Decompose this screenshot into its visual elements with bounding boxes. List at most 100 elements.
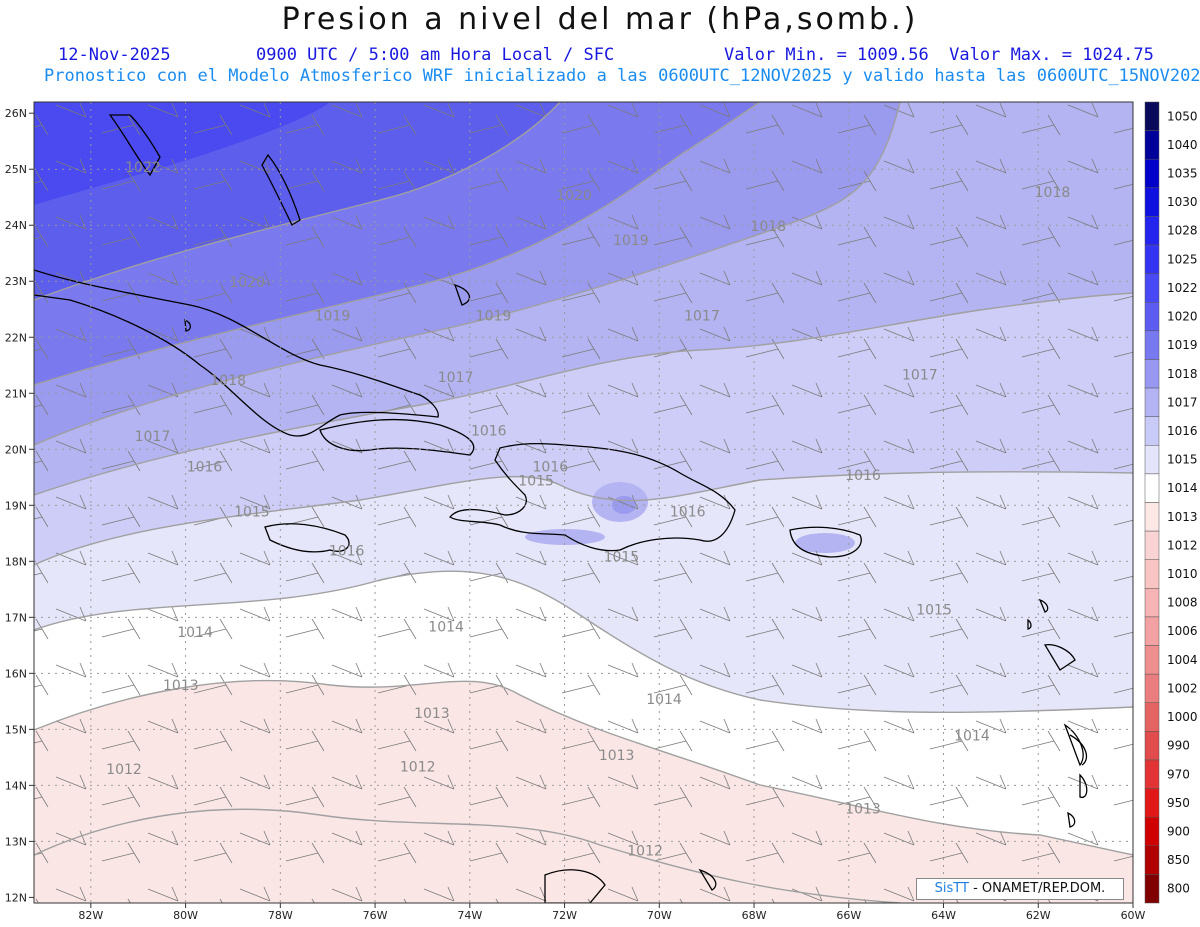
graticule (34, 102, 1133, 903)
colorbar-label-1010: 1010 (1167, 567, 1198, 581)
colorbar-label-1006: 1006 (1167, 624, 1198, 638)
colorbar-label-1030: 1030 (1167, 195, 1198, 209)
lon-label-76W: 76W (363, 909, 388, 922)
lon-label-60W: 60W (1121, 909, 1146, 922)
colorbar-label-1002: 1002 (1167, 681, 1198, 695)
axis-ticks (29, 112, 1134, 908)
colorbar-label-1016: 1016 (1167, 424, 1198, 438)
contour-label: 1017 (135, 429, 171, 445)
colorbar-label-1022: 1022 (1167, 281, 1198, 295)
contour-label: 1016 (845, 468, 881, 484)
colorbar-label-1020: 1020 (1167, 310, 1198, 324)
lon-label-80W: 80W (173, 909, 198, 922)
lon-label-82W: 82W (78, 909, 103, 922)
colorbar-label-1019: 1019 (1167, 338, 1198, 352)
colorbar-label-900: 900 (1167, 824, 1190, 838)
lat-label-24N: 24N (5, 219, 27, 232)
contour-label: 1015 (518, 474, 554, 490)
contour-label: 1017 (684, 308, 720, 324)
colorbar-label-1040: 1040 (1167, 138, 1198, 152)
lat-label-18N: 18N (5, 555, 27, 568)
colorbar-label-1008: 1008 (1167, 596, 1198, 610)
latitude-labels: 26N 25N 24N 23N 22N 21N 20N 19N 18N 17N 16N 15N 14N 1… (5, 107, 27, 904)
lat-label-16N: 16N (5, 667, 27, 680)
contour-label: 1016 (187, 460, 223, 476)
contour-label: 1018 (1035, 185, 1071, 201)
colorbar-swatch-1014 (1144, 473, 1160, 503)
contour-label: 1014 (177, 625, 213, 641)
contour-label: 1015 (916, 603, 952, 619)
lat-label-25N: 25N (5, 163, 27, 176)
contour-label: 1014 (428, 619, 464, 635)
contour-label: 1016 (471, 423, 507, 439)
map-title: Presion a nivel del mar (hPa,somb.) (281, 2, 919, 37)
colorbar: 1050 1040 1035 1030 1028 1025 1022 1020 1019 1018… (1144, 101, 1198, 904)
colorbar-label-800: 800 (1167, 882, 1190, 896)
contour-label: 1018 (210, 373, 246, 389)
lat-label-17N: 17N (5, 611, 27, 624)
colorbar-swatch-1030 (1144, 187, 1160, 217)
colorbar-label-850: 850 (1167, 853, 1190, 867)
sistt-logo: SisTT (934, 881, 969, 896)
colorbar-swatch-1013 (1144, 502, 1160, 532)
contour-label: 1014 (954, 729, 990, 745)
lat-label-14N: 14N (5, 779, 27, 792)
contour-label: 1012 (400, 759, 436, 775)
colorbar-swatch-1018 (1144, 359, 1160, 389)
colorbar-swatch-850 (1144, 845, 1160, 875)
colorbar-swatch-1006 (1144, 616, 1160, 646)
coastlines (34, 114, 1088, 903)
colorbar-swatch-1008 (1144, 588, 1160, 618)
contour-label: 1017 (902, 367, 938, 383)
colorbar-swatch-1015 (1144, 445, 1160, 475)
colorbar-label-1017: 1017 (1167, 395, 1198, 409)
lon-label-64W: 64W (931, 909, 956, 922)
credit-box: SisTT - ONAMET/REP.DOM. (916, 878, 1124, 900)
contour-label: 1013 (845, 801, 881, 817)
colorbar-label-1015: 1015 (1167, 453, 1198, 467)
colorbar-swatch-1035 (1144, 158, 1160, 189)
colorbar-label-1014: 1014 (1167, 481, 1198, 495)
contour-label: 1014 (646, 692, 682, 708)
forecast-date: 12-Nov-2025 (58, 45, 171, 65)
contour-label: 1015 (604, 549, 640, 565)
colorbar-swatch-1017 (1144, 387, 1160, 417)
lat-label-20N: 20N (5, 443, 27, 456)
contour-label: 1020 (556, 188, 592, 204)
contour-label: 1022 (125, 160, 161, 176)
pressure-shading (34, 102, 1133, 903)
lat-label-12N: 12N (5, 891, 27, 904)
lat-label-22N: 22N (5, 331, 27, 344)
lon-label-72W: 72W (552, 909, 577, 922)
colorbar-label-1013: 1013 (1167, 510, 1198, 524)
contour-label: 1016 (329, 544, 365, 560)
colorbar-swatch-1012 (1144, 530, 1160, 560)
colorbar-swatch-1020 (1144, 302, 1160, 332)
colorbar-swatch-1004 (1144, 645, 1160, 675)
contour-label: 1012 (106, 762, 142, 778)
lat-label-23N: 23N (5, 275, 27, 288)
lat-label-19N: 19N (5, 499, 27, 512)
contour-label: 1013 (599, 748, 635, 764)
lon-label-68W: 68W (742, 909, 767, 922)
colorbar-swatch-970 (1144, 759, 1160, 789)
colorbar-swatch-1040 (1144, 130, 1160, 160)
model-info: Pronostico con el Modelo Atmosferico WRF… (44, 66, 1200, 86)
colorbar-swatch-1022 (1144, 273, 1160, 303)
contour-label: 1019 (315, 308, 351, 324)
colorbar-swatch-990 (1144, 731, 1160, 761)
contour-label: 1015 (234, 505, 270, 521)
longitude-labels: 82W 80W 78W 76W 74W 72W 70W 68W 66W 64W 62W 60W (78, 909, 1145, 922)
colorbar-swatch-1019 (1144, 330, 1160, 360)
lon-label-74W: 74W (457, 909, 482, 922)
lat-label-15N: 15N (5, 723, 27, 736)
colorbar-label-1025: 1025 (1167, 252, 1198, 266)
contour-label: 1017 (438, 370, 474, 386)
contour-labels: 1022 1020 1020 1019 1019 1019 1018 1018 1018 1017… (106, 160, 1070, 859)
colorbar-label-1035: 1035 (1167, 167, 1198, 181)
contour-label: 1016 (533, 460, 569, 476)
colorbar-swatch-1010 (1144, 559, 1160, 589)
contour-label: 1016 (670, 505, 706, 521)
lat-label-26N: 26N (5, 107, 27, 120)
colorbar-swatch-900 (1144, 816, 1160, 847)
